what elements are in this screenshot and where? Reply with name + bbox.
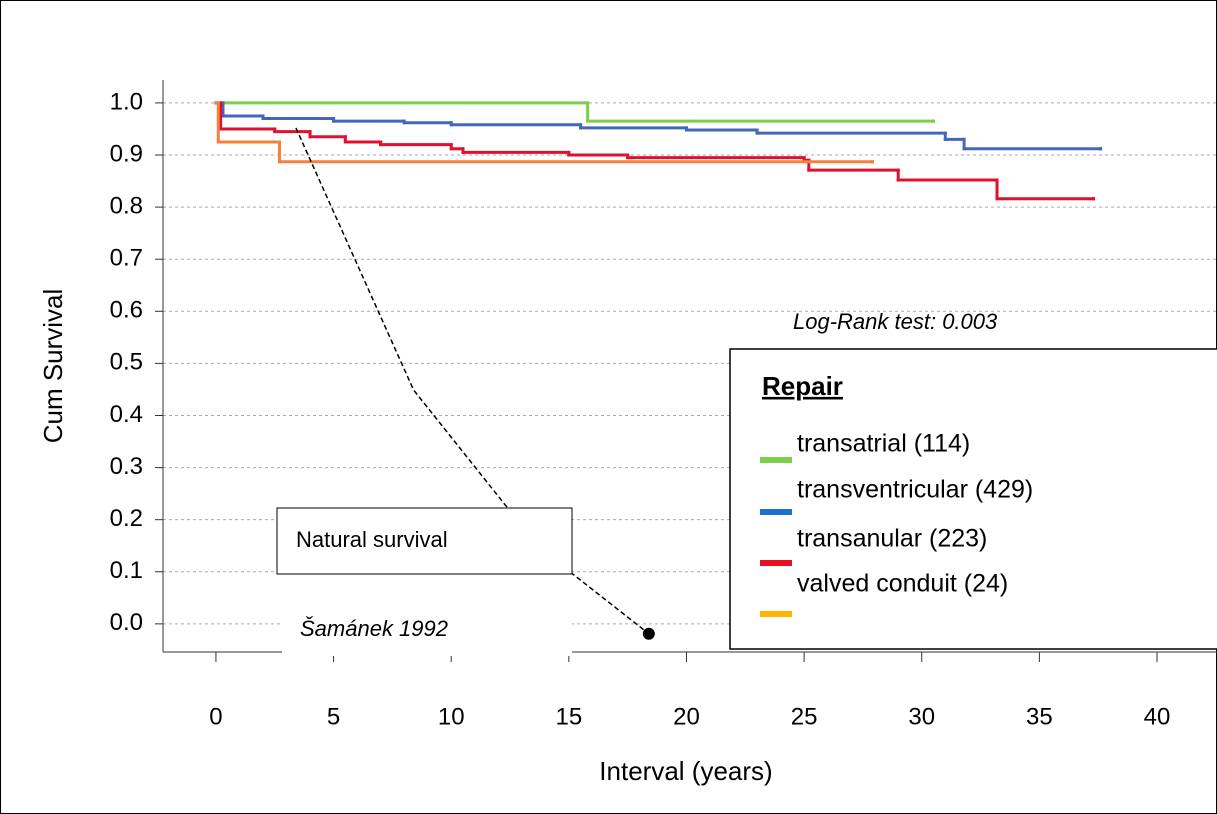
y-tick-label: 0.9	[110, 140, 143, 167]
source-bg	[282, 608, 572, 656]
reference-name: Natural survival	[296, 527, 448, 552]
x-axis-label: Interval (years)	[599, 756, 772, 786]
x-tick-label: 20	[673, 703, 700, 730]
y-tick-label: 0.3	[110, 453, 143, 480]
x-tick-label: 0	[209, 703, 222, 730]
legend-label: transatrial (114)	[797, 430, 970, 458]
legend-label: transanular (223)	[797, 525, 987, 553]
x-tick-label: 40	[1144, 703, 1171, 730]
x-tick-label: 10	[438, 703, 465, 730]
reference-box	[276, 507, 573, 575]
y-tick-label: 0.7	[110, 245, 143, 272]
y-tick-label: 1.0	[110, 88, 143, 115]
y-tick-label: 0.1	[110, 557, 143, 584]
series	[214, 101, 874, 164]
legend-label: valved conduit (24)	[797, 570, 1008, 598]
legend-title: Repair	[762, 371, 843, 401]
reference-source: Šamánek 1992	[300, 616, 448, 641]
x-tick-label: 5	[327, 703, 340, 730]
annotation: Log-Rank test: 0.003	[793, 309, 998, 334]
legend-label: transventricular (429)	[797, 476, 1033, 504]
y-tick-label: 0.4	[110, 401, 143, 428]
x-tick-label: 30	[908, 703, 935, 730]
y-tick-label: 0.8	[110, 192, 143, 219]
series	[214, 101, 1095, 201]
x-tick-label: 25	[791, 703, 818, 730]
legend-box	[729, 348, 1217, 650]
reference-end	[642, 627, 655, 640]
y-tick-label: 0.0	[110, 609, 143, 636]
y-tick-label: 0.5	[110, 349, 143, 376]
reference-line	[295, 127, 650, 635]
y-axis-label: Cum Survival	[38, 289, 68, 444]
y-tick-label: 0.6	[110, 297, 143, 324]
x-tick-label: 15	[555, 703, 582, 730]
x-tick-label: 35	[1026, 703, 1053, 730]
y-tick-label: 0.2	[110, 505, 143, 532]
series	[214, 101, 936, 123]
